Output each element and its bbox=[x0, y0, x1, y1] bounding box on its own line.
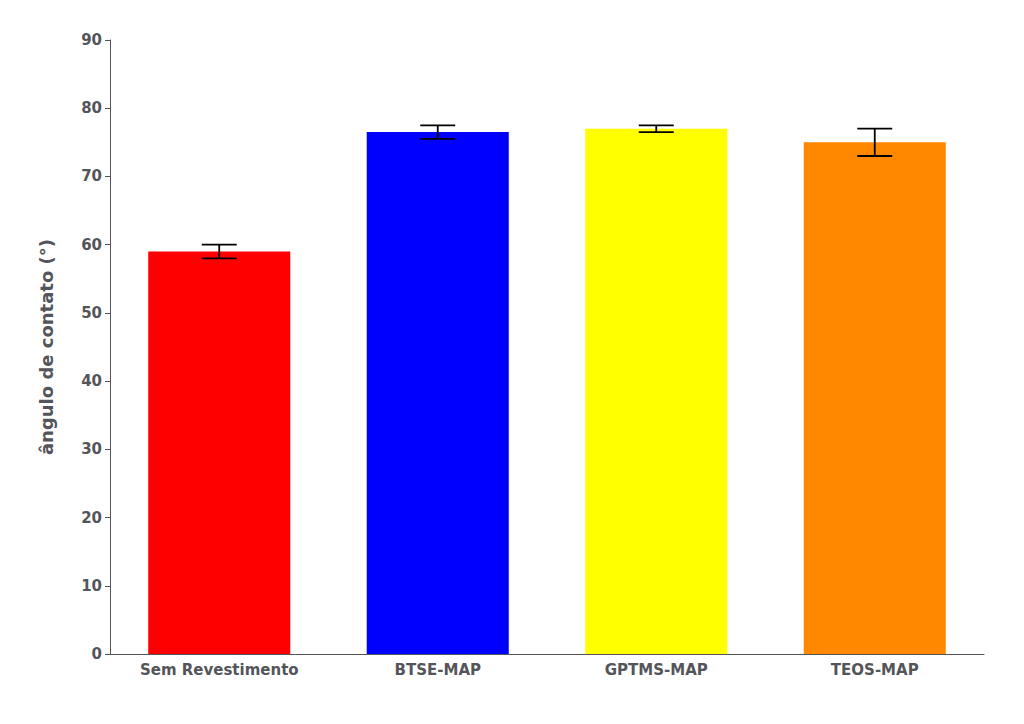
svg-text:90: 90 bbox=[81, 31, 102, 49]
svg-text:60: 60 bbox=[81, 236, 102, 254]
svg-text:80: 80 bbox=[81, 99, 102, 117]
svg-text:TEOS-MAP: TEOS-MAP bbox=[831, 661, 919, 679]
svg-text:GPTMS-MAP: GPTMS-MAP bbox=[605, 661, 708, 679]
svg-text:10: 10 bbox=[81, 577, 102, 595]
svg-text:BTSE-MAP: BTSE-MAP bbox=[395, 661, 481, 679]
svg-text:0: 0 bbox=[92, 645, 102, 663]
svg-text:70: 70 bbox=[81, 167, 102, 185]
svg-text:ângulo de contato (°): ângulo de contato (°) bbox=[36, 239, 57, 455]
svg-text:20: 20 bbox=[81, 509, 102, 527]
svg-text:30: 30 bbox=[81, 440, 102, 458]
svg-text:Sem Revestimento: Sem Revestimento bbox=[140, 661, 299, 679]
svg-text:50: 50 bbox=[81, 304, 102, 322]
svg-text:40: 40 bbox=[81, 372, 102, 390]
